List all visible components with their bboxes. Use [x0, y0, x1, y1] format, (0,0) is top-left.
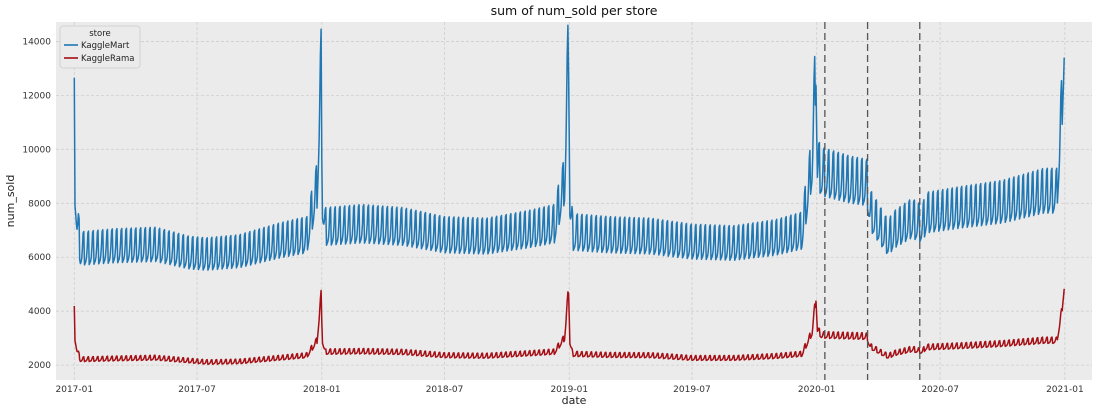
y-tick-label: 10000 — [22, 145, 51, 155]
x-tick-label: 2020-07 — [921, 385, 959, 395]
series-line-kagglerama — [73, 288, 1065, 366]
y-tick-label: 12000 — [22, 91, 51, 101]
y-tick-label: 6000 — [28, 253, 51, 263]
x-tick-label: 2019-01 — [550, 385, 588, 395]
x-axis-ticks: 2017-01 2017-07 2018-01 2018-07 2019-01 2019-… — [56, 385, 1084, 395]
y-tick-label: 8000 — [28, 199, 51, 209]
legend: store KaggleMart KaggleRama — [59, 25, 141, 69]
x-tick-label: 2017-01 — [56, 385, 94, 395]
x-axis-label: date — [562, 394, 587, 407]
x-tick-label: 2020-01 — [798, 385, 836, 395]
x-tick-label: 2018-01 — [303, 385, 341, 395]
y-tick-label: 4000 — [28, 307, 51, 317]
x-tick-label: 2018-07 — [426, 385, 464, 395]
series-line-kagglemart — [73, 24, 1065, 271]
chart-title: sum of num_sold per store — [491, 3, 658, 18]
x-tick-label: 2019-07 — [673, 385, 711, 395]
x-tick-label: 2017-07 — [178, 385, 216, 395]
vertical-markers — [824, 22, 921, 380]
series-layer — [73, 24, 1065, 366]
y-axis-ticks: 2000 4000 6000 8000 10000 12000 14000 — [22, 37, 51, 371]
y-tick-label: 14000 — [22, 37, 51, 47]
legend-box — [59, 25, 141, 69]
x-tick-label: 2021-01 — [1046, 385, 1084, 395]
legend-label-kagglemart: KaggleMart — [81, 41, 130, 51]
legend-label-kagglerama: KaggleRama — [81, 54, 134, 64]
y-axis-label: num_sold — [4, 175, 17, 228]
y-tick-label: 2000 — [28, 361, 51, 371]
legend-title: store — [89, 29, 111, 39]
